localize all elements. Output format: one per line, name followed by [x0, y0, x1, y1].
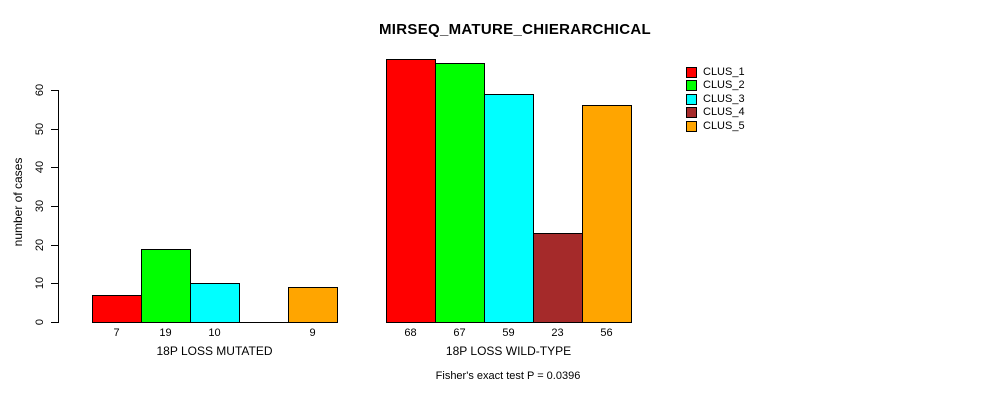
bar-clus_5 — [288, 287, 338, 323]
y-axis-tick — [51, 129, 58, 130]
legend-item-clus_5: CLUS_5 — [686, 120, 745, 133]
bar-value-label: 7 — [113, 327, 120, 339]
legend-item-clus_3: CLUS_3 — [686, 93, 745, 106]
y-axis-tick — [51, 167, 58, 168]
bar-value-label: 9 — [309, 327, 316, 339]
y-axis-tick-label: 20 — [34, 238, 46, 252]
legend-label: CLUS_3 — [703, 92, 745, 105]
y-axis-tick-label: 0 — [34, 318, 46, 326]
bar-value-label: 67 — [453, 327, 466, 339]
bar-clus_4 — [533, 233, 583, 323]
bar-value-label: 68 — [404, 327, 417, 339]
group-label: 18P LOSS MUTATED — [156, 344, 273, 358]
legend-swatch-clus_3 — [686, 93, 697, 105]
chart-title: MIRSEQ_MATURE_CHIERARCHICAL — [379, 21, 651, 38]
legend-swatch-clus_5 — [686, 120, 697, 132]
y-axis-tick — [51, 322, 58, 323]
legend-label: CLUS_1 — [703, 66, 745, 78]
bar-clus_3 — [484, 94, 534, 323]
y-axis-tick-label: 50 — [34, 122, 46, 136]
legend-label: CLUS_2 — [703, 79, 745, 92]
bar-clus_1 — [386, 59, 436, 323]
bar-clus_2 — [435, 63, 485, 323]
bar-clus_5 — [582, 105, 632, 323]
legend-item-clus_1: CLUS_1 — [686, 66, 745, 79]
y-axis-tick — [51, 206, 58, 207]
bar-clus_2 — [141, 249, 191, 323]
y-axis-label: number of cases — [11, 157, 25, 247]
y-axis-tick-label: 30 — [34, 199, 46, 213]
y-axis-tick-label: 60 — [34, 83, 46, 97]
caption: Fisher's exact test P = 0.0396 — [435, 370, 581, 382]
bar-value-label: 10 — [208, 327, 221, 339]
bar-value-label: 19 — [159, 327, 172, 339]
legend-label: CLUS_5 — [703, 119, 745, 132]
bar-clus_1 — [92, 295, 142, 323]
y-axis-tick-label: 10 — [34, 276, 46, 290]
legend-swatch-clus_1 — [686, 67, 697, 78]
bar-clus_4-zero — [239, 322, 289, 323]
y-axis-tick — [51, 245, 58, 246]
y-axis-tick-label: 40 — [34, 160, 46, 174]
legend-item-clus_4: CLUS_4 — [686, 106, 745, 119]
bar-clus_3 — [190, 283, 240, 323]
y-axis-tick — [51, 283, 58, 284]
legend-label: CLUS_4 — [703, 106, 745, 119]
group-label: 18P LOSS WILD-TYPE — [445, 344, 572, 358]
bar-value-label: 59 — [502, 327, 515, 339]
y-axis-tick — [51, 90, 58, 91]
legend-swatch-clus_2 — [686, 80, 697, 92]
legend-item-clus_2: CLUS_2 — [686, 79, 745, 92]
bar-value-label: 56 — [600, 327, 613, 339]
legend-swatch-clus_4 — [686, 107, 697, 119]
y-axis-line — [58, 90, 59, 323]
bar-value-label: 23 — [551, 327, 564, 339]
